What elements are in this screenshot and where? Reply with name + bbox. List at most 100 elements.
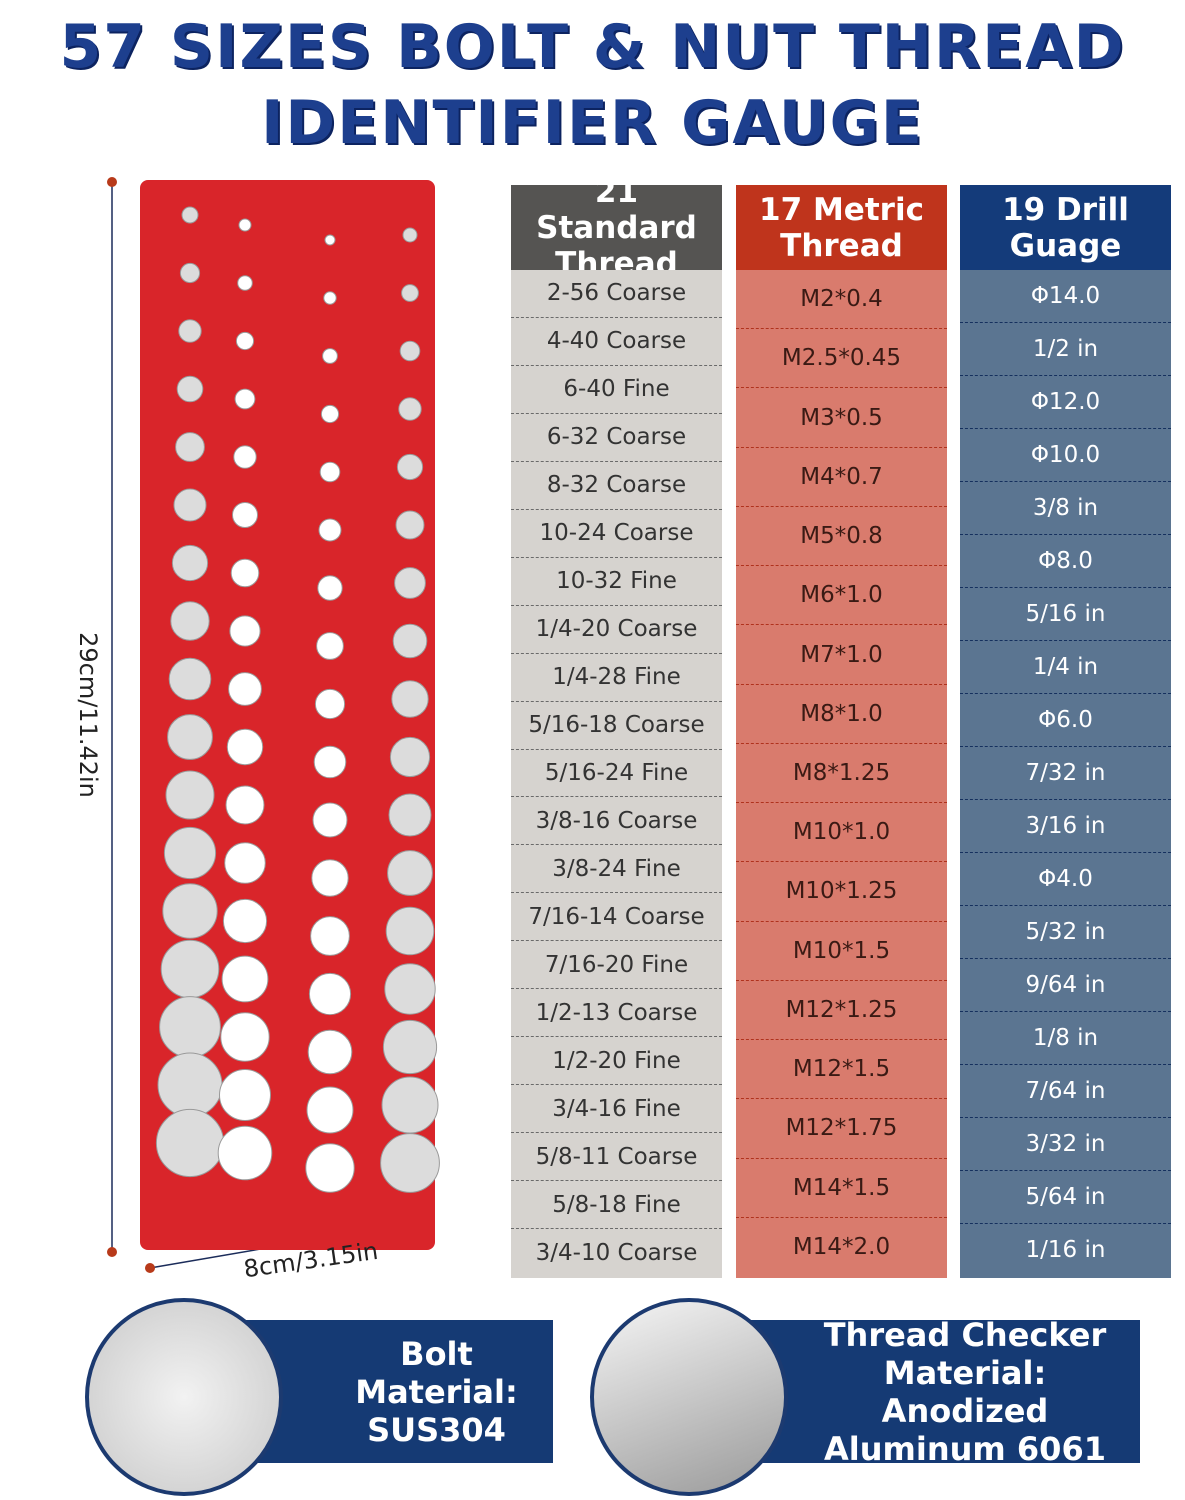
height-label: 29cm/11.42in <box>74 632 102 798</box>
hole <box>167 714 213 760</box>
hole <box>319 461 341 483</box>
gauge: 29cm/11.42in 8cm/3.15in <box>74 177 440 1283</box>
row-label: 3/8 in <box>960 482 1171 535</box>
hole <box>162 883 218 939</box>
hole <box>232 502 258 528</box>
row-label: 2-56 Coarse <box>511 270 722 318</box>
hole <box>168 657 212 701</box>
hole <box>170 601 210 641</box>
row-label: M7*1.0 <box>736 625 947 685</box>
column-header: 19 Drill Guage <box>960 185 1171 270</box>
row-label: 10-24 Coarse <box>511 510 722 558</box>
row-label: 5/64 in <box>960 1171 1171 1224</box>
hole <box>320 404 340 424</box>
row-label: 1/4-20 Coarse <box>511 606 722 654</box>
row-label: 5/16-18 Coarse <box>511 702 722 750</box>
hole <box>381 1076 439 1134</box>
row-label: Φ12.0 <box>960 376 1171 429</box>
hole <box>173 488 207 522</box>
hole <box>311 859 349 897</box>
hole <box>181 206 199 224</box>
row-label: Φ10.0 <box>960 429 1171 482</box>
row-label: 1/2 in <box>960 323 1171 376</box>
row-label: 4-40 Coarse <box>511 318 722 366</box>
hole <box>234 388 256 410</box>
feature-label: Bolt Material: SUS304 <box>355 1334 518 1449</box>
row-label: 3/32 in <box>960 1118 1171 1171</box>
hole <box>219 1069 271 1121</box>
metric-column: 17 Metric Thread M2*0.4 M2.5*0.45 M3*0.5 M4… <box>736 185 947 1278</box>
hole <box>399 340 421 362</box>
hole <box>398 397 422 421</box>
hole <box>316 632 344 660</box>
row-label: Φ8.0 <box>960 535 1171 588</box>
hole <box>228 672 262 706</box>
row-label: 5/16-24 Fine <box>511 750 722 798</box>
row-label: 3/16 in <box>960 800 1171 853</box>
row-label: M12*1.25 <box>736 981 947 1041</box>
standard-column: 21 Standard Thread 2-56 Coarse 4-40 Coars… <box>511 174 722 1278</box>
row-label: 1/4 in <box>960 641 1171 694</box>
row-label: 1/16 in <box>1025 1237 1106 1263</box>
row-label: Φ14.0 <box>960 270 1171 323</box>
row-label: M10*1.5 <box>736 922 947 981</box>
row-label: 3/4-10 Coarse <box>535 1239 698 1266</box>
row-label: 6-32 Coarse <box>511 414 722 462</box>
hole <box>387 850 433 896</box>
hole <box>233 445 257 469</box>
row-label: Φ6.0 <box>960 694 1171 747</box>
hole <box>310 916 350 956</box>
hole <box>179 262 201 284</box>
hole <box>238 218 252 232</box>
hole <box>324 234 336 246</box>
hole <box>217 1125 273 1181</box>
row-label: 1/2-13 Coarse <box>511 989 722 1038</box>
column-header: 21 Standard Thread <box>511 174 722 282</box>
row-label: Φ4.0 <box>960 853 1171 906</box>
hole <box>220 1012 270 1062</box>
row-label: M2.5*0.45 <box>736 329 947 389</box>
hole <box>382 1019 438 1075</box>
hole <box>159 996 221 1058</box>
row-label: M10*1.25 <box>736 862 947 922</box>
hole <box>314 688 346 720</box>
row-label: 1/4-28 Fine <box>511 654 722 702</box>
hole <box>396 453 424 481</box>
hole <box>176 375 204 403</box>
hole <box>306 1086 354 1134</box>
row-label: 3/4-16 Fine <box>511 1085 722 1134</box>
hole <box>237 275 253 291</box>
row-label: M12*1.75 <box>736 1099 947 1159</box>
row-label: M8*1.25 <box>736 744 947 804</box>
hole <box>175 432 205 462</box>
column-header: 17 Metric Thread <box>736 185 947 270</box>
hole <box>157 1052 223 1118</box>
hole <box>395 510 425 540</box>
hole <box>307 1029 353 1075</box>
row-label: 5/16 in <box>960 588 1171 641</box>
row-label: 5/8-18 Fine <box>511 1181 722 1230</box>
hole <box>385 906 435 956</box>
row-label: M12*1.5 <box>736 1040 947 1100</box>
hole <box>389 736 431 778</box>
hole <box>225 785 265 825</box>
row-label: 10-32 Fine <box>511 558 722 606</box>
hole <box>171 544 209 582</box>
row-label: M2*0.4 <box>736 270 947 330</box>
hole <box>388 793 432 837</box>
hole <box>317 575 343 601</box>
hole <box>312 802 348 838</box>
row-label: 5/32 in <box>960 906 1171 959</box>
row-label: 9/64 in <box>960 959 1171 1012</box>
row-label: M10*1.0 <box>736 803 947 863</box>
row-label: M6*1.0 <box>736 566 947 626</box>
row-label: M8*1.0 <box>736 685 947 744</box>
row-label: 7/64 in <box>960 1065 1171 1118</box>
row-label: 6-40 Fine <box>511 366 722 414</box>
row-label: M14*2.0 <box>792 1233 891 1260</box>
hole <box>322 348 338 364</box>
row-label: 1/8 in <box>960 1012 1171 1065</box>
row-label: 8-32 Coarse <box>511 462 722 510</box>
hole <box>155 1108 225 1178</box>
